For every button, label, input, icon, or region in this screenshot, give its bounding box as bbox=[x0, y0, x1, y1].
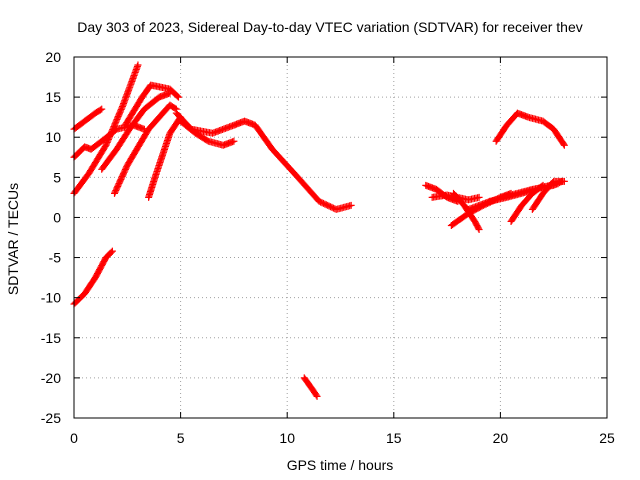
y-tick-label: 20 bbox=[45, 49, 61, 65]
series-track-d bbox=[98, 89, 174, 173]
y-tick-label: 10 bbox=[45, 129, 61, 145]
x-tick-label: 25 bbox=[599, 430, 615, 446]
data-point bbox=[173, 92, 181, 100]
chart-grid bbox=[74, 57, 607, 418]
data-point bbox=[347, 201, 355, 209]
data-point bbox=[134, 61, 142, 69]
y-tick-label: -25 bbox=[41, 410, 61, 426]
y-tick-label: 5 bbox=[53, 169, 61, 185]
x-tick-label: 20 bbox=[493, 430, 509, 446]
data-point bbox=[474, 224, 482, 232]
series-track-i bbox=[177, 117, 238, 149]
y-tick-label: -5 bbox=[49, 250, 62, 266]
data-point bbox=[98, 105, 106, 113]
y-tick-label: -10 bbox=[41, 290, 61, 306]
data-point bbox=[108, 247, 116, 255]
data-point bbox=[96, 106, 104, 114]
data-point bbox=[313, 392, 321, 400]
series-track-a bbox=[70, 105, 106, 133]
data-point bbox=[312, 391, 320, 399]
series-track-e bbox=[111, 101, 180, 197]
data-point bbox=[230, 137, 238, 145]
x-tick-label: 0 bbox=[70, 430, 78, 446]
y-tick-label: -15 bbox=[41, 330, 61, 346]
x-tick-label: 15 bbox=[386, 430, 402, 446]
plot-frame bbox=[73, 56, 608, 419]
series-track-r bbox=[507, 181, 547, 225]
data-point bbox=[560, 177, 568, 185]
y-tick-label: 0 bbox=[53, 209, 61, 225]
axis-ticks: 0 5 10 15 20 25 20 15 10 5 0 -5 -10 -15 -20 -25 bbox=[41, 49, 615, 446]
data-point bbox=[560, 141, 568, 149]
series-track-k bbox=[300, 374, 321, 400]
series-track-s bbox=[492, 109, 568, 149]
data-point bbox=[539, 181, 547, 189]
data-point bbox=[475, 193, 483, 201]
x-axis-label: GPS time / hours bbox=[287, 457, 394, 473]
data-point bbox=[171, 104, 179, 112]
data-points bbox=[70, 61, 568, 400]
x-tick-label: 10 bbox=[279, 430, 295, 446]
y-tick-label: -20 bbox=[41, 370, 61, 386]
series-track-c bbox=[70, 61, 142, 197]
series-track-f bbox=[121, 81, 182, 129]
y-tick-label: 15 bbox=[45, 89, 61, 105]
series-track-t bbox=[528, 177, 568, 213]
data-point bbox=[174, 93, 182, 101]
series-track-g bbox=[145, 113, 185, 201]
data-point bbox=[107, 248, 115, 256]
series-track-o bbox=[449, 189, 483, 233]
data-point bbox=[538, 182, 546, 190]
x-tick-label: 5 bbox=[177, 430, 185, 446]
data-point bbox=[475, 225, 483, 233]
series-track-j bbox=[70, 247, 116, 308]
data-point bbox=[560, 140, 568, 148]
chart-title: Day 303 of 2023, Sidereal Day-to-day VTE… bbox=[77, 19, 583, 35]
series-track-h bbox=[172, 109, 355, 213]
y-axis-label: SDTVAR / TECUs bbox=[5, 183, 21, 295]
